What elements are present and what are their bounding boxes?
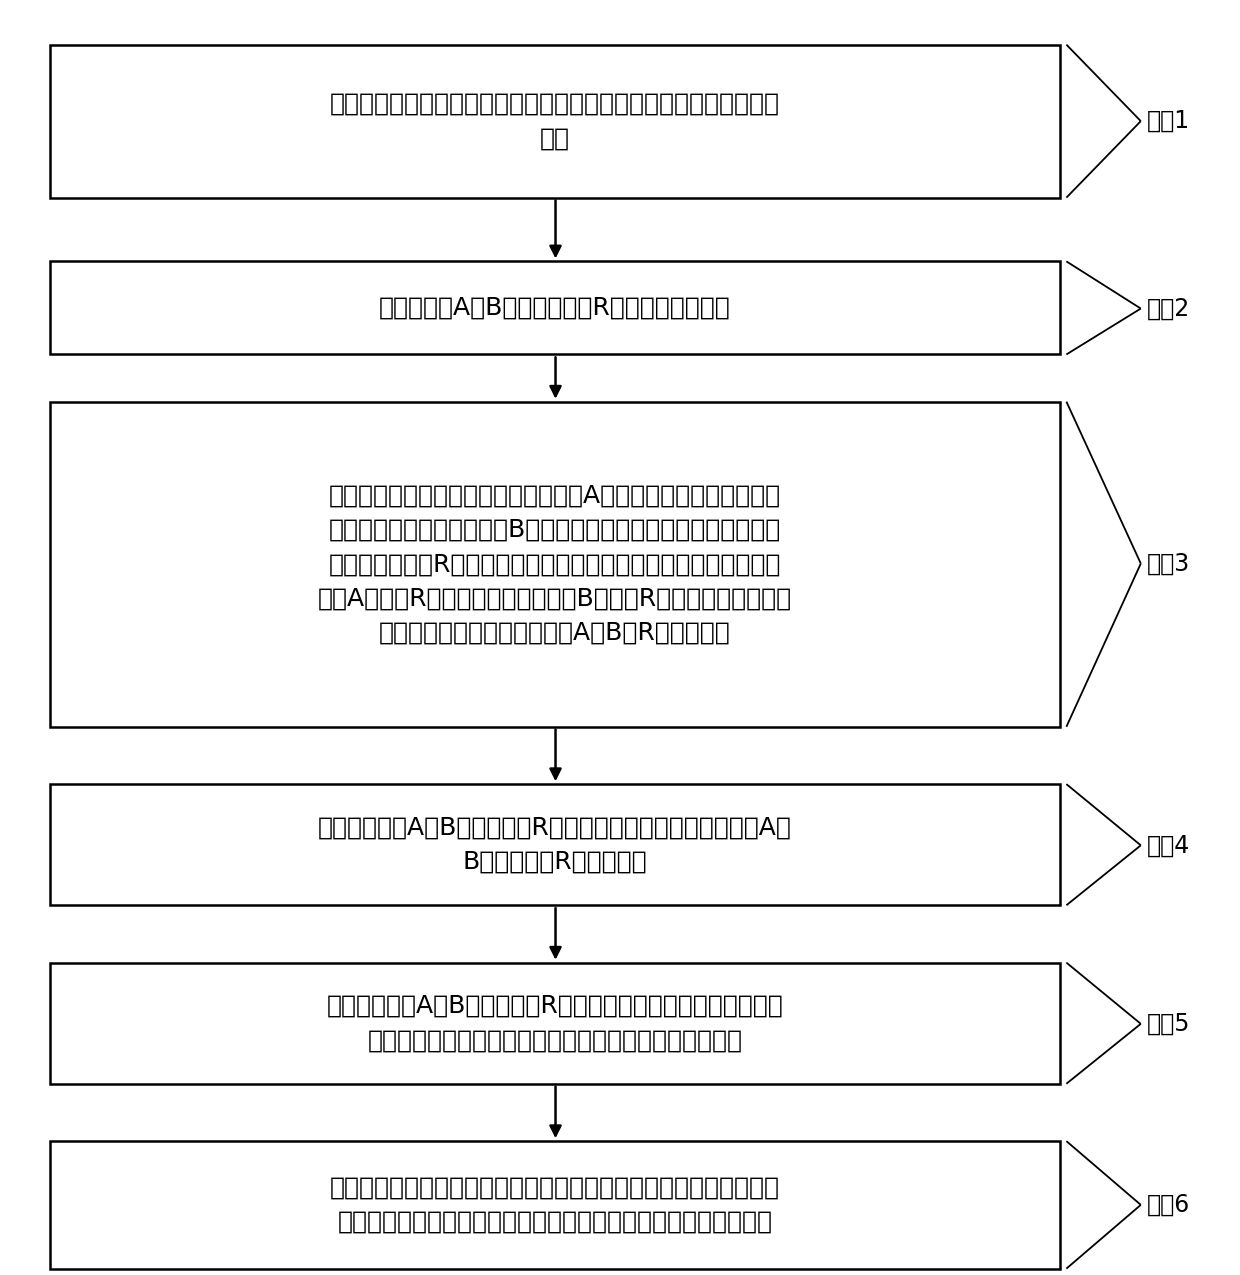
Text: 根据终端节点A、B及中继节点R的信干燥比，分别计算终端节点A、
B及中继节点R的误比特率: 根据终端节点A、B及中继节点R的信干燥比，分别计算终端节点A、 B及中继节点R的… bbox=[317, 816, 792, 873]
Text: 建立双向中继通信系统，并检测所述双向中继通信系统的噪声谱密度
方差: 建立双向中继通信系统，并检测所述双向中继通信系统的噪声谱密度 方差 bbox=[330, 92, 780, 150]
Bar bbox=[50, 261, 1060, 354]
Bar bbox=[50, 1141, 1060, 1269]
Bar bbox=[50, 402, 1060, 727]
Text: 步骤5: 步骤5 bbox=[1147, 1012, 1190, 1035]
Bar bbox=[50, 45, 1060, 198]
Text: 根据终端节点A、B及中继节点R的误比特率，计算系统在全双工方
式下的吞吐速率，并计算系统在半双工方式下的吞吐速率: 根据终端节点A、B及中继节点R的误比特率，计算系统在全双工方 式下的吞吐速率，并… bbox=[326, 994, 784, 1052]
Text: 将所述双向中继系统在全双工方式下的吞吐速率与其在半双工方式下
的吞吐速率进行比较，选择吞吐速率较大的双工方式进行信号传输: 将所述双向中继系统在全双工方式下的吞吐速率与其在半双工方式下 的吞吐速率进行比较… bbox=[330, 1176, 780, 1234]
Text: 步骤1: 步骤1 bbox=[1147, 110, 1190, 133]
Text: 步骤6: 步骤6 bbox=[1147, 1193, 1190, 1216]
Text: 将终端节点A、B以及中继节点R的发送功率归一化: 将终端节点A、B以及中继节点R的发送功率归一化 bbox=[379, 296, 730, 320]
Text: 步骤3: 步骤3 bbox=[1147, 552, 1190, 575]
Bar bbox=[50, 784, 1060, 905]
Text: 步骤2: 步骤2 bbox=[1147, 297, 1190, 320]
Bar bbox=[50, 963, 1060, 1084]
Text: 步骤4: 步骤4 bbox=[1147, 834, 1190, 857]
Text: 当系统工作在全双工方式时，根据节点A发送和接收天线间的自干扰
信道增益及估计增益、节点B发送和接收天线间的自干扰信道增益及
估计增益、节点R发送和接收天线间的自: 当系统工作在全双工方式时，根据节点A发送和接收天线间的自干扰 信道增益及估计增益… bbox=[317, 483, 792, 645]
